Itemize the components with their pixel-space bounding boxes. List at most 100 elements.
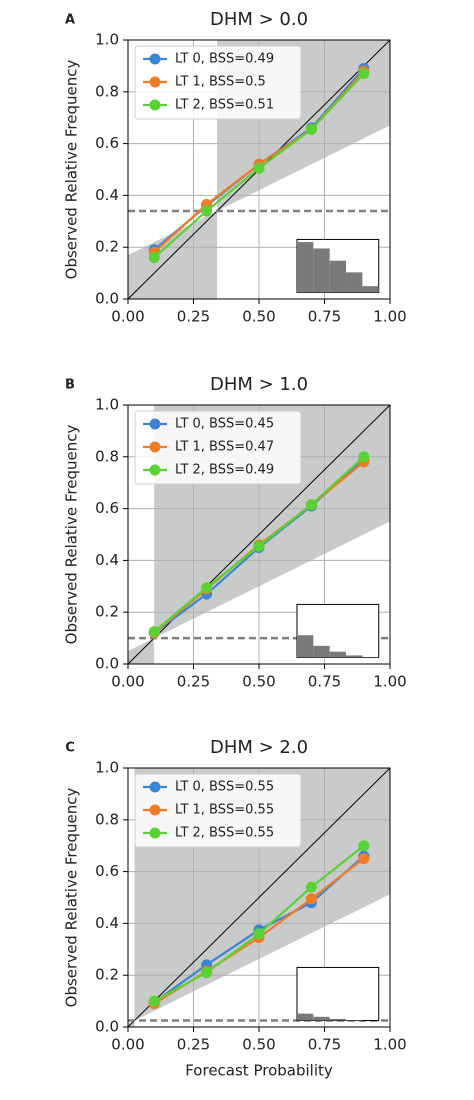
legend-swatch <box>149 804 161 816</box>
legend-swatch <box>149 827 161 839</box>
panel-label: C <box>65 741 75 756</box>
y-tick-label: 0.0 <box>95 1018 119 1036</box>
point <box>305 881 317 893</box>
x-tick-label: 0.00 <box>111 308 144 326</box>
y-tick-label: 0.0 <box>95 290 119 308</box>
inset-frame <box>296 966 380 1022</box>
legend-swatch <box>149 781 161 793</box>
y-tick-label: 1.0 <box>95 396 119 414</box>
legend-label: LT 0, BSS=0.49 <box>175 52 274 67</box>
legend-label: LT 0, BSS=0.45 <box>175 417 274 432</box>
point <box>148 995 160 1007</box>
plot-frame <box>127 39 391 300</box>
y-tick-label: 0.2 <box>95 238 119 256</box>
histogram-bar <box>346 272 363 293</box>
point <box>253 540 265 552</box>
x-axis-label: Forecast Probability <box>185 1062 333 1080</box>
histogram-bar <box>296 635 314 658</box>
panel: 0.00 0.25 0.50 0.75 1.00 0.0 0.2 0.4 0.6 0.8 1.0 LT… <box>63 9 407 326</box>
point <box>201 582 213 594</box>
point <box>305 123 317 135</box>
plot-frame <box>127 767 391 1028</box>
chart-title: DHM > 1.0 <box>210 374 308 395</box>
histogram-bar <box>346 1019 363 1021</box>
histogram-bar <box>329 1018 347 1021</box>
x-tick-label: 1.00 <box>373 308 406 326</box>
histogram-bar <box>346 655 363 658</box>
point <box>358 451 370 463</box>
y-tick-label: 0.2 <box>95 603 119 621</box>
point <box>148 252 160 264</box>
y-tick-label: 0.0 <box>95 655 119 673</box>
histogram-bar <box>313 1016 330 1021</box>
legend-label: LT 0, BSS=0.55 <box>175 780 274 795</box>
legend-label: LT 1, BSS=0.47 <box>175 440 274 455</box>
x-tick-label: 0.25 <box>177 673 210 691</box>
y-axis-label: Observed Relative Frequency <box>63 60 81 280</box>
y-tick-label: 0.6 <box>95 499 119 517</box>
legend-swatch <box>149 76 161 88</box>
panel: 0.00 0.25 0.50 0.75 1.00 0.0 0.2 0.4 0.6 0.8 1.0 LT… <box>63 374 407 691</box>
point <box>358 68 370 80</box>
point <box>201 205 213 217</box>
x-tick-label: 0.50 <box>242 308 275 326</box>
legend-label: LT 1, BSS=0.5 <box>175 75 266 90</box>
y-tick-label: 0.6 <box>95 134 119 152</box>
histogram-bar <box>296 1013 314 1021</box>
histogram-bar <box>362 286 379 293</box>
x-tick-label: 0.75 <box>308 1036 341 1054</box>
legend-label: LT 2, BSS=0.49 <box>175 463 274 478</box>
x-tick-label: 0.25 <box>177 1036 210 1054</box>
legend-box <box>134 773 302 848</box>
x-tick-label: 0.50 <box>242 673 275 691</box>
perfect-reliability <box>127 767 391 1028</box>
panel: 0.00 0.25 0.50 0.75 1.00 0.0 0.2 0.4 0.6 0.8 1.0 LT… <box>63 737 407 1080</box>
point <box>253 928 265 940</box>
plot-frame <box>127 404 391 665</box>
chart-title: DHM > 2.0 <box>210 737 308 758</box>
legend-swatch <box>149 99 161 111</box>
point <box>253 162 265 174</box>
x-tick-label: 0.00 <box>111 673 144 691</box>
y-tick-label: 0.4 <box>95 551 119 569</box>
histogram-bar <box>313 645 330 658</box>
y-tick-label: 1.0 <box>95 759 119 777</box>
x-tick-label: 1.00 <box>373 673 406 691</box>
panel-label: A <box>65 13 75 28</box>
y-tick-label: 0.8 <box>95 810 119 828</box>
point <box>148 626 160 638</box>
x-tick-label: 0.00 <box>111 1036 144 1054</box>
chart-title: DHM > 0.0 <box>210 9 308 30</box>
point <box>305 893 317 905</box>
y-tick-label: 0.6 <box>95 862 119 880</box>
legend-label: LT 1, BSS=0.55 <box>175 803 274 818</box>
y-tick-label: 0.4 <box>95 914 119 932</box>
x-tick-label: 0.75 <box>308 308 341 326</box>
x-tick-label: 0.50 <box>242 1036 275 1054</box>
point <box>358 853 370 865</box>
y-tick-label: 0.2 <box>95 966 119 984</box>
histogram-bar <box>362 656 379 658</box>
legend-label: LT 2, BSS=0.51 <box>175 98 274 113</box>
point <box>201 967 213 979</box>
x-tick-label: 0.25 <box>177 308 210 326</box>
legend-swatch <box>149 464 161 476</box>
legend-box <box>134 410 302 485</box>
legend-swatch <box>149 53 161 65</box>
histogram-bar <box>329 651 347 658</box>
histogram-bar <box>329 260 347 293</box>
y-tick-label: 0.8 <box>95 447 119 465</box>
histogram-bar <box>313 248 330 293</box>
y-tick-label: 0.8 <box>95 82 119 100</box>
panel-label: B <box>65 378 75 393</box>
histogram-bar <box>296 242 314 293</box>
legend-box <box>134 45 302 120</box>
y-tick-label: 0.4 <box>95 186 119 204</box>
y-axis-label: Observed Relative Frequency <box>63 788 81 1008</box>
point <box>358 840 370 852</box>
x-tick-label: 0.75 <box>308 673 341 691</box>
legend-swatch <box>149 418 161 430</box>
x-tick-label: 1.00 <box>373 1036 406 1054</box>
